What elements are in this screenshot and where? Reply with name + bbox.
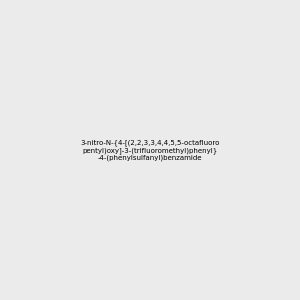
Text: 3-nitro-N-{4-[(2,2,3,3,4,4,5,5-octafluoro
pentyl)oxy]-3-(trifluoromethyl)phenyl}: 3-nitro-N-{4-[(2,2,3,3,4,4,5,5-octafluor…	[80, 139, 220, 161]
